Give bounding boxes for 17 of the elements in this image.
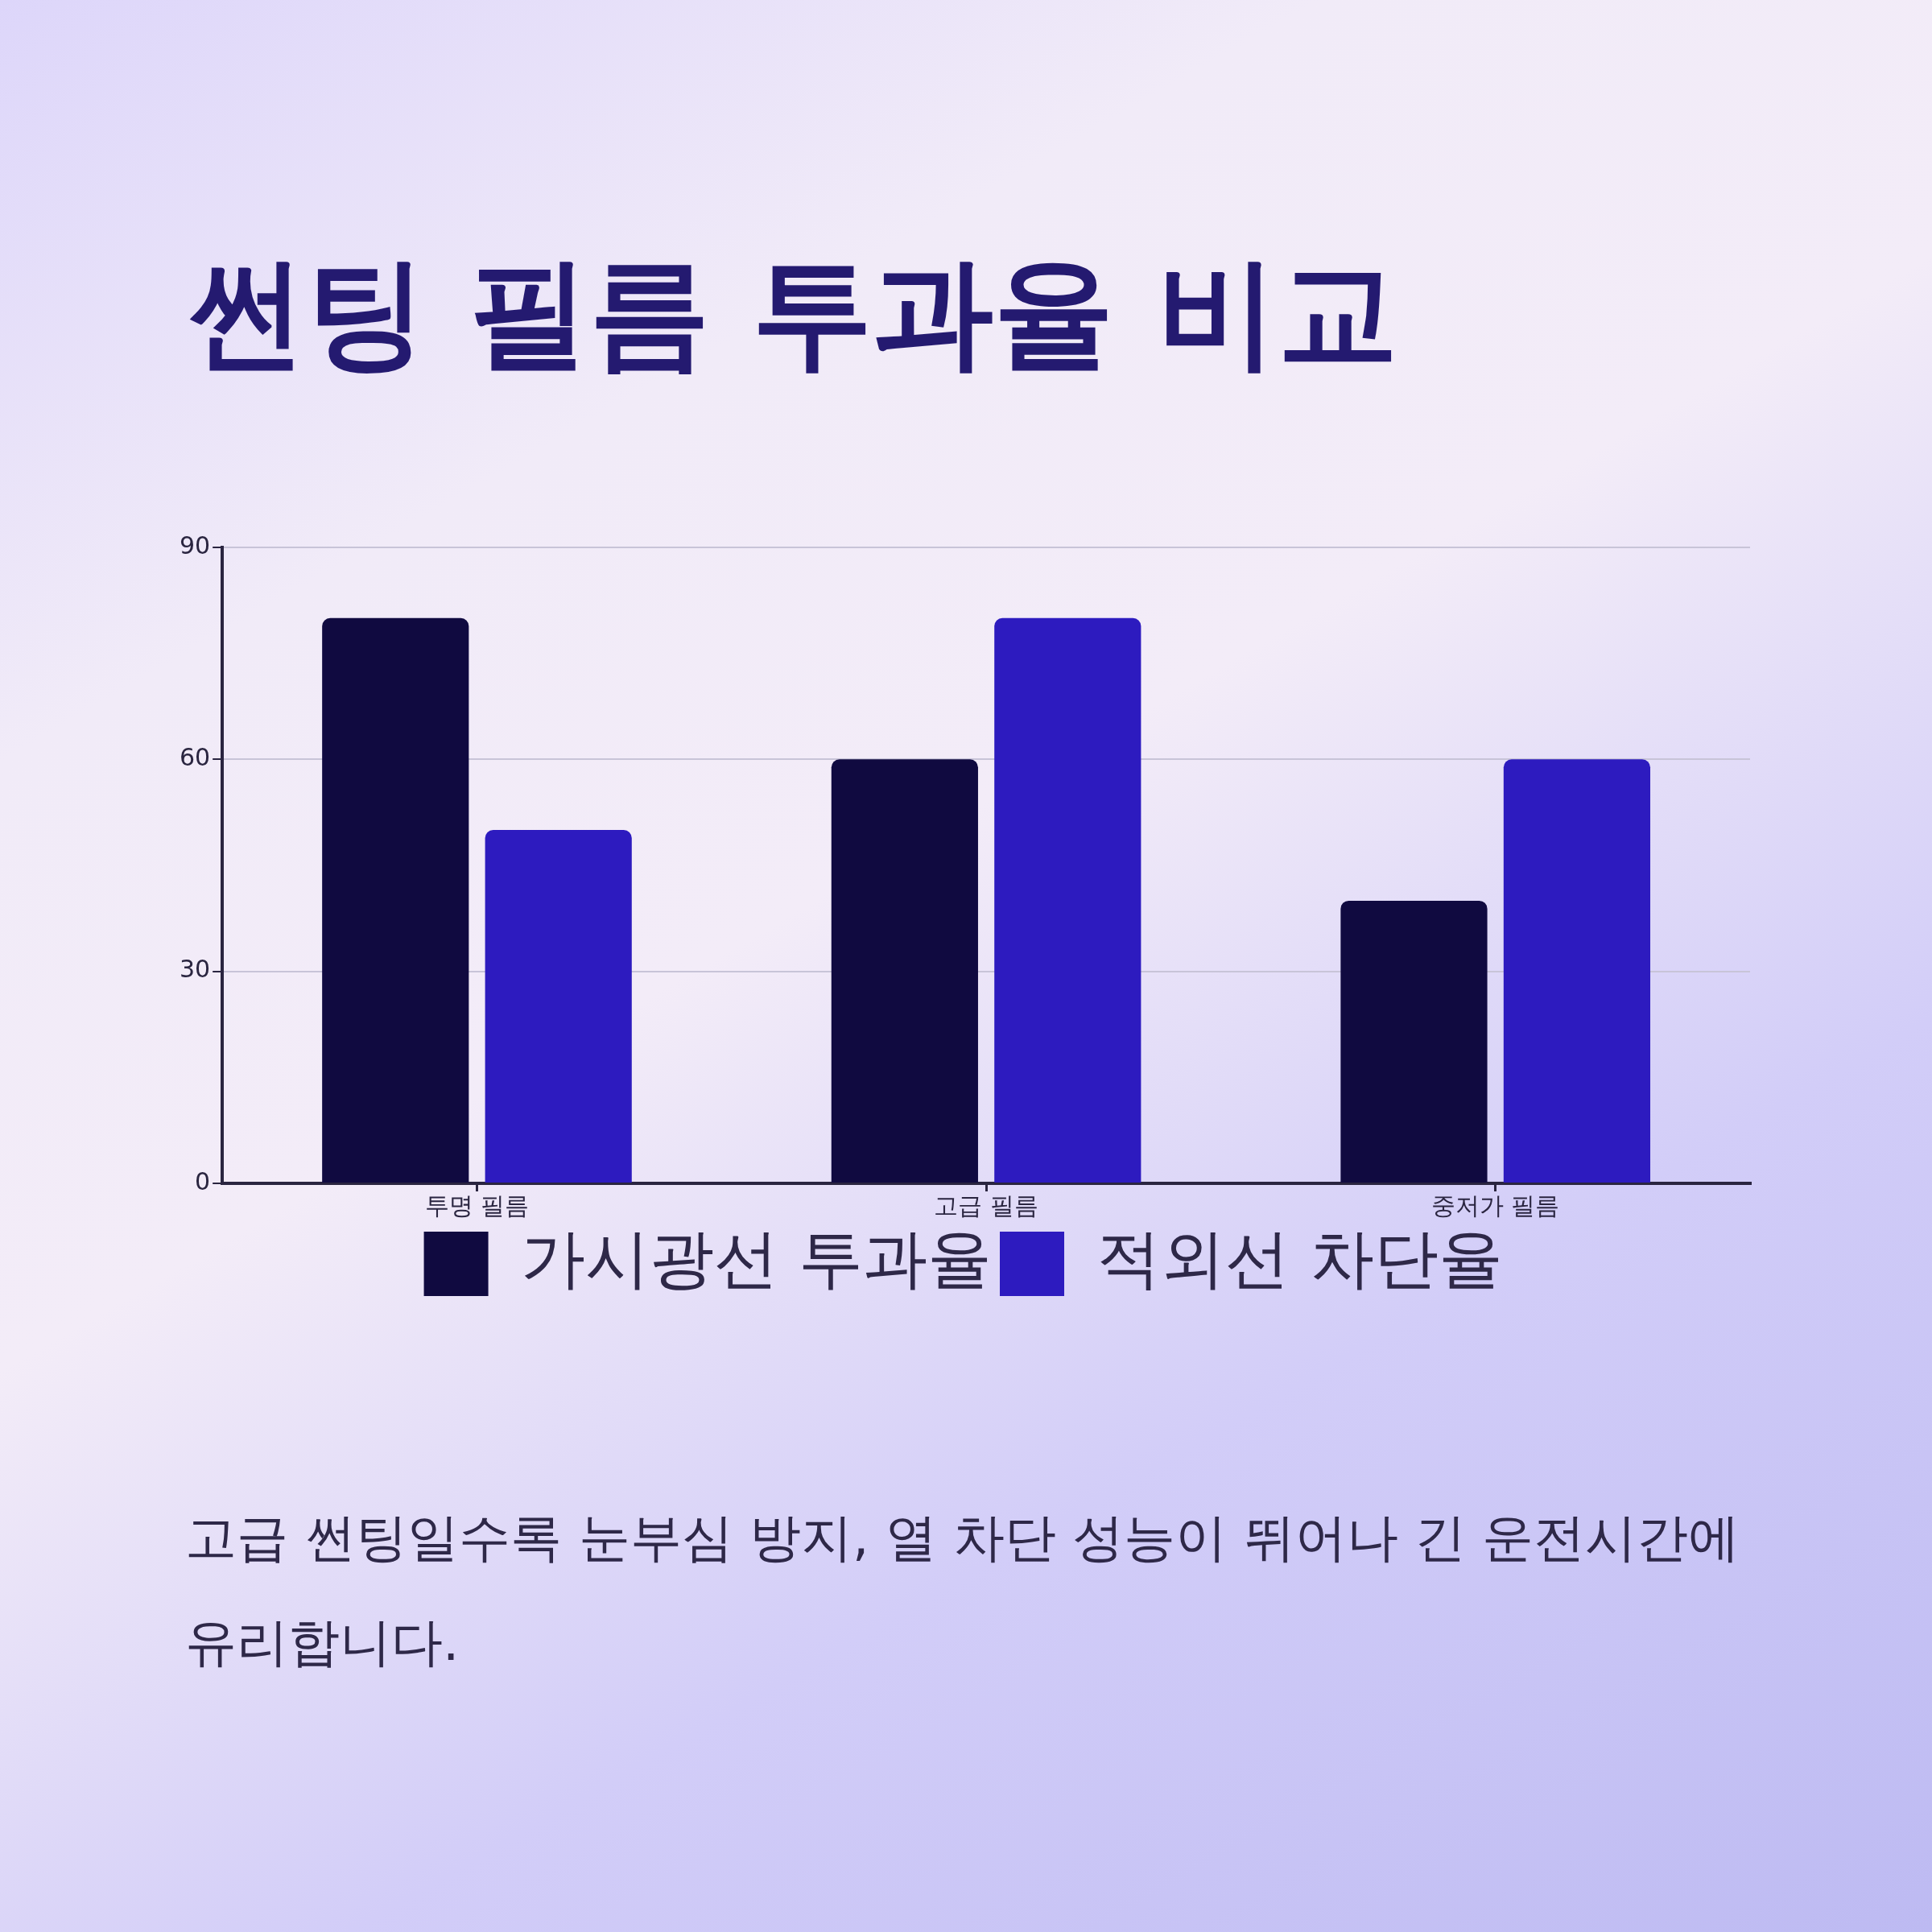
y-tick-label: 0 <box>195 1166 211 1195</box>
bar <box>322 617 469 1183</box>
text: 고급 썬팅일수록 눈부심 방지, 열 차단 성능이 뛰어나 긴 운전시간에 유리합니다. <box>185 1507 1741 1674</box>
bar <box>1340 900 1488 1183</box>
legend-label: 적외선 차단율 <box>1096 1220 1504 1296</box>
y-tick-label: 90 <box>179 530 211 559</box>
x-tick-label: 고급 필름 <box>934 1191 1038 1220</box>
y-tick-label: 60 <box>179 743 211 772</box>
bar <box>831 759 978 1183</box>
bar <box>994 617 1141 1183</box>
bar <box>1503 759 1651 1183</box>
chart-title: 썬팅 필름 투과율 비교 <box>185 242 1398 384</box>
bar <box>485 830 632 1183</box>
y-tick-label: 30 <box>179 955 211 984</box>
x-tick-label: 중저가 필름 <box>1430 1191 1560 1220</box>
legend-label: 가시광선 투과율 <box>520 1220 993 1296</box>
x-tick-label: 투명 필름 <box>424 1191 530 1220</box>
